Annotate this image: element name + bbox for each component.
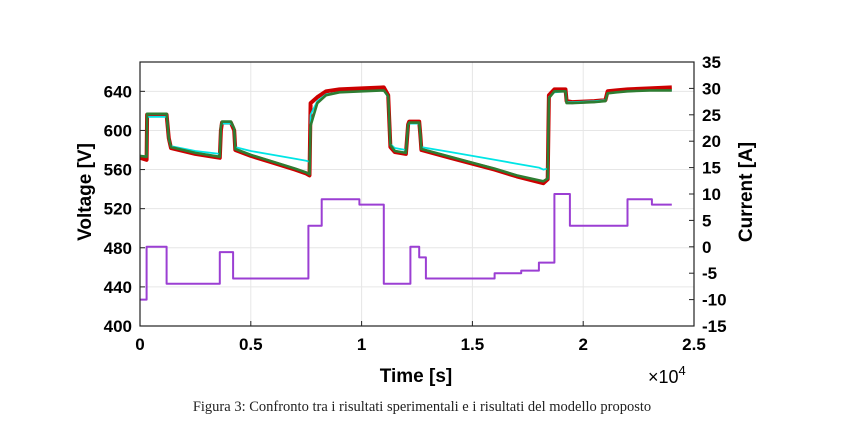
y-right-tick-label: 25: [702, 106, 721, 125]
series-layer: [140, 85, 672, 301]
x-tick-label: 0.5: [239, 335, 263, 354]
y-right-tick-label: 5: [702, 211, 711, 230]
y-right-tick-label: 15: [702, 159, 721, 178]
series-line-4: [140, 193, 672, 301]
grid: [139, 62, 695, 327]
x-exponent-base: ×10: [648, 367, 679, 387]
y-left-axis-label: Voltage [V]: [75, 143, 96, 241]
x-tick-label: 0: [135, 335, 144, 354]
y-right-tick-label: 35: [702, 53, 721, 72]
y-right-tick-label: -15: [702, 317, 727, 336]
y-right-tick-label: 20: [702, 132, 721, 151]
y-right-tick-label: 10: [702, 185, 721, 204]
x-tick-label: 2.5: [682, 335, 706, 354]
tick-marks: [139, 61, 695, 327]
x-tick-label: 1: [357, 335, 366, 354]
x-tick-labels: 0 0.5 1 1.5 2 2.5: [135, 335, 706, 354]
y-right-tick-label: 30: [702, 79, 721, 98]
y-right-tick-labels: -15 -10 -5 0 5 10 15 20 25 30 35: [702, 53, 727, 336]
x-exponent-label: ×104: [648, 363, 686, 387]
y-left-tick-label: 480: [104, 239, 132, 258]
y-left-tick-label: 600: [104, 121, 132, 140]
figure-caption: Figura 3: Confronto tra i risultati sper…: [192, 399, 652, 415]
x-tick-label: 2: [578, 335, 587, 354]
y-left-tick-label: 560: [104, 161, 132, 180]
x-axis-label: Time [s]: [380, 366, 453, 387]
y-right-tick-label: 0: [702, 238, 711, 257]
y-left-tick-label: 400: [104, 317, 132, 336]
y-left-tick-label: 440: [104, 278, 132, 297]
y-right-axis-label: Current [A]: [736, 142, 757, 242]
y-right-tick-label: -5: [702, 264, 717, 283]
series-line-3: [140, 89, 672, 183]
x-tick-label: 1.5: [461, 335, 485, 354]
y-left-tick-labels: 400 440 480 520 560 600 640: [104, 82, 132, 336]
x-exponent-power: 4: [679, 363, 686, 378]
y-left-tick-label: 520: [104, 200, 132, 219]
y-right-tick-label: -10: [702, 291, 727, 310]
y-left-tick-label: 640: [104, 82, 132, 101]
